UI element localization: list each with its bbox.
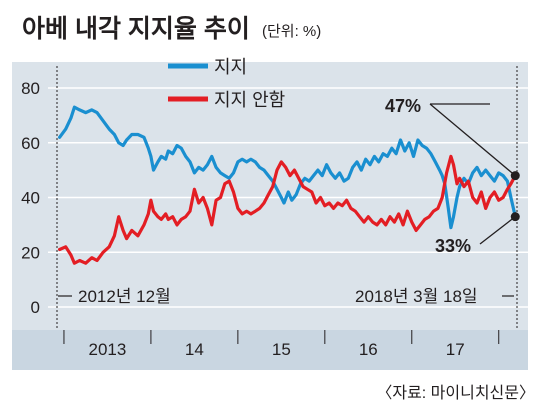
callout-no-support-value: 47%: [385, 96, 421, 116]
range-boundary-lines: [56, 66, 518, 330]
x-tick-17: 17: [446, 340, 465, 359]
callout-support-value: 33%: [435, 236, 471, 256]
date-annotations: 2012년 12월 2018년 3월 18일: [58, 287, 514, 306]
no-support-line: [58, 154, 517, 265]
x-tick-14: 14: [185, 340, 204, 359]
unit-note: (단위: %): [262, 23, 321, 40]
callout-leader-support: [479, 216, 516, 245]
y-tick-labels: 0 20 40 60 80: [21, 79, 40, 317]
legend-label-support: 지지: [214, 57, 247, 77]
x-tick-16: 16: [359, 340, 378, 359]
callout-dot-support: [510, 212, 520, 222]
callout-leader-no-support: [429, 103, 516, 177]
series-lines: [58, 105, 517, 265]
x-axis-band: [12, 330, 528, 370]
source-credit: 〈자료: 마이니치신문〉: [376, 384, 535, 402]
end-value-callouts: 47% 33%: [385, 96, 520, 256]
x-tick-15: 15: [272, 340, 291, 359]
y-tick-0: 0: [31, 298, 40, 317]
legend: 지지 지지 안함: [168, 57, 285, 110]
legend-label-no-support: 지지 안함: [214, 90, 285, 110]
y-tick-20: 20: [21, 243, 40, 262]
y-tick-40: 40: [21, 189, 40, 208]
y-tick-80: 80: [21, 79, 40, 98]
start-annotation: 2012년 12월: [78, 287, 171, 306]
chart-title: 아베 내각 지지율 추이: [22, 15, 250, 43]
x-axis-ticks: 2013 14 15 16 17: [63, 330, 500, 359]
end-annotation: 2018년 3월 18일: [355, 287, 478, 306]
x-tick-2013: 2013: [89, 340, 127, 359]
callout-dot-no-support: [510, 171, 520, 181]
support-line: [58, 105, 517, 230]
y-tick-60: 60: [21, 134, 40, 153]
